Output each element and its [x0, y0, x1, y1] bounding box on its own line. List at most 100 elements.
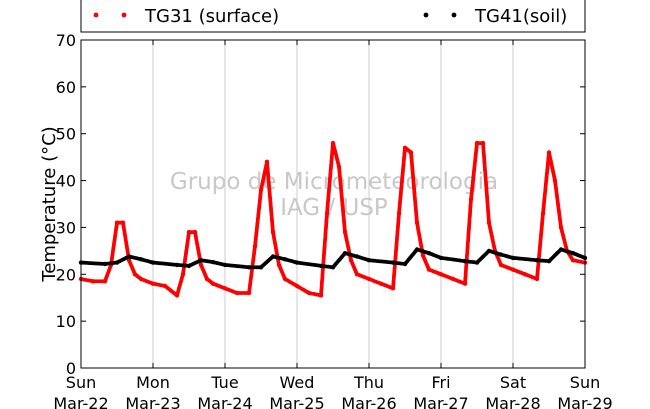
data-point [438, 255, 444, 261]
data-point [114, 220, 120, 225]
data-point [132, 272, 138, 277]
x-tick-label-day: Thu [353, 373, 384, 392]
data-point [222, 286, 228, 291]
data-point [210, 259, 216, 265]
legend-marker-soil [423, 12, 429, 18]
x-tick-label-day: Tue [210, 373, 238, 392]
data-point [486, 248, 492, 254]
data-point [294, 283, 300, 289]
data-point [354, 254, 360, 259]
x-tick-label-date: Mar-23 [125, 394, 180, 409]
y-tick-label: 70 [56, 31, 76, 50]
data-point [204, 276, 210, 282]
data-point [294, 260, 300, 265]
series-1 [78, 247, 588, 270]
data-point [510, 267, 516, 272]
data-point [414, 220, 420, 225]
data-point [390, 286, 396, 291]
data-point [498, 262, 504, 268]
data-point [186, 229, 192, 235]
data-point [498, 252, 504, 257]
data-point [396, 211, 402, 216]
legend-marker-surface [93, 12, 99, 18]
data-point [546, 150, 552, 155]
data-point [402, 145, 408, 150]
data-point [354, 272, 360, 277]
x-tick-label-date: Mar-28 [485, 394, 540, 409]
data-point [330, 265, 336, 270]
y-tick-label: 20 [56, 265, 76, 284]
data-point [534, 276, 540, 282]
watermark-line-1: Grupo de Micrometeorologia [170, 169, 498, 195]
data-point [252, 244, 258, 249]
data-point [426, 267, 432, 272]
grid [152, 40, 514, 368]
x-tick-label-date: Mar-27 [413, 394, 468, 409]
y-tick-label: 40 [56, 172, 76, 191]
legend: TG31 (surface) TG41(soil) [80, 0, 586, 33]
data-point [270, 254, 276, 259]
y-tick-label: 50 [56, 125, 76, 144]
series-layer [78, 140, 588, 298]
data-point [462, 259, 468, 264]
data-point [426, 251, 432, 256]
data-point [162, 283, 168, 289]
legend-label-surface: TG31 (surface) [144, 6, 279, 27]
data-point [486, 220, 492, 225]
data-point [126, 258, 132, 263]
data-point [342, 251, 348, 256]
data-point [420, 253, 426, 258]
watermark-line-2: IAG / USP [280, 195, 388, 221]
data-point [558, 225, 564, 230]
data-point [234, 290, 240, 296]
series-0 [78, 140, 588, 298]
data-point [192, 229, 198, 235]
data-point [198, 262, 204, 268]
x-tick-label-date: Mar-22 [53, 394, 108, 409]
data-point [480, 140, 486, 146]
data-point [150, 281, 156, 286]
data-point [180, 272, 186, 277]
data-point [450, 276, 456, 282]
y-tick-label: 30 [56, 218, 76, 237]
data-point [414, 247, 420, 252]
data-point [174, 293, 180, 298]
data-point [546, 259, 552, 264]
data-point [408, 150, 414, 155]
y-tick-label: 10 [56, 312, 76, 331]
data-point [474, 260, 480, 265]
data-point [198, 258, 204, 263]
data-point [258, 265, 264, 270]
data-point [114, 260, 120, 265]
data-point [342, 229, 348, 235]
legend-marker-surface [121, 12, 127, 18]
data-point [558, 247, 564, 252]
data-point [348, 258, 354, 263]
watermark: Grupo de Micrometeorologia IAG / USP [170, 169, 498, 221]
data-point [366, 276, 372, 282]
data-point [534, 258, 540, 263]
plot-frame [80, 39, 586, 369]
data-point [246, 290, 252, 296]
data-point [264, 159, 270, 164]
data-point [552, 178, 558, 183]
x-tick-label-day: Sat [500, 373, 526, 392]
data-point [102, 261, 108, 267]
data-point [522, 272, 528, 277]
x-tick-label-date: Mar-25 [269, 394, 324, 409]
data-point [336, 164, 342, 169]
x-tick-label-date: Mar-29 [557, 394, 612, 409]
data-point [324, 211, 330, 216]
data-point [126, 254, 132, 259]
data-point [438, 272, 444, 277]
data-point [174, 262, 180, 268]
data-point [150, 260, 156, 265]
data-point [90, 279, 96, 284]
data-point [282, 257, 288, 262]
data-point [510, 255, 516, 261]
data-point [570, 251, 576, 256]
data-point [270, 229, 276, 235]
axes: Sun Mar-22 Mon Mar-23 Tue Mar-24 Wed Mar-25 Thu M… [53, 31, 612, 409]
data-point [402, 261, 408, 267]
